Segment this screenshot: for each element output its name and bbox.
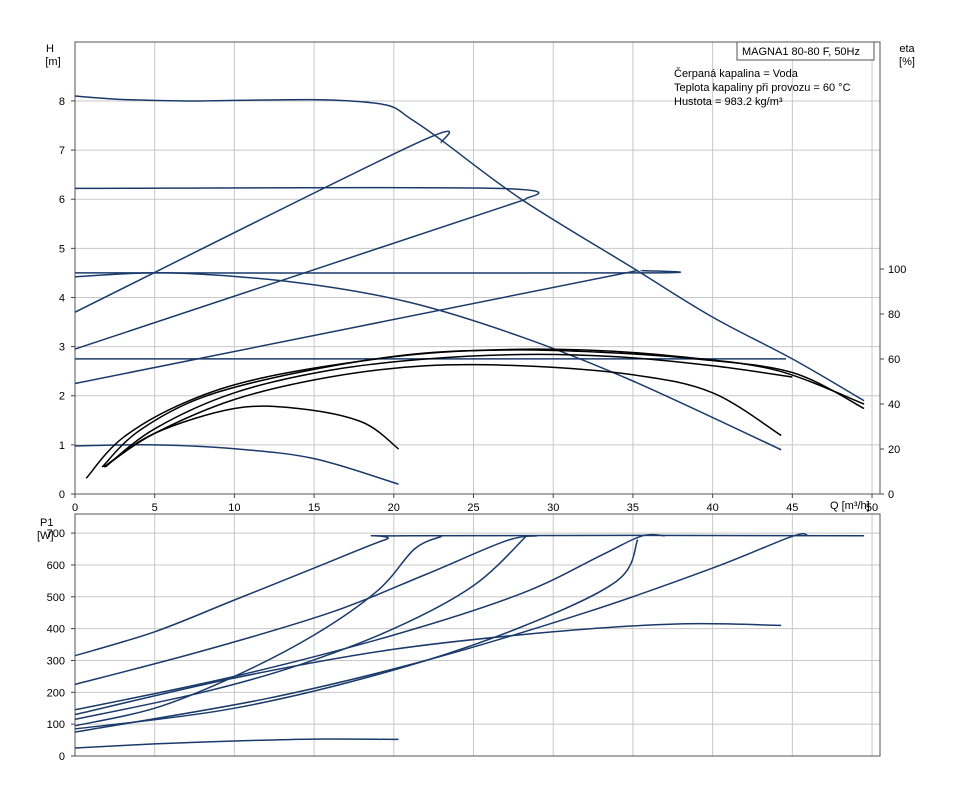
head-tick-label: 6 <box>59 194 65 206</box>
power-curve <box>74 535 527 721</box>
flow-axis-label: Q [m³/h] <box>830 500 870 512</box>
fluid-info: Čerpaná kapalina = Voda <box>674 67 799 80</box>
head-tick-label: 4 <box>59 292 65 304</box>
power-chart-grid <box>75 514 880 756</box>
efficiency-tick-label: 40 <box>888 399 900 411</box>
x-tick-label: 10 <box>228 502 240 514</box>
head-chart-frame <box>74 41 881 495</box>
efficiency-curve <box>85 348 865 479</box>
x-tick-label: 30 <box>547 502 559 514</box>
head-curve <box>74 186 540 200</box>
x-tick-label: 20 <box>388 502 400 514</box>
efficiency-tick-label: 60 <box>888 354 900 366</box>
power-curves <box>74 533 865 749</box>
power-curve <box>74 534 538 686</box>
power-tick-label: 300 <box>47 655 65 667</box>
power-tick-label: 700 <box>47 528 65 540</box>
power-curve <box>74 533 665 711</box>
power-curve <box>74 533 809 733</box>
x-tick-label: 35 <box>627 502 639 514</box>
efficiency-axis-unit: [%] <box>899 56 915 68</box>
power-tick-label: 400 <box>47 624 65 636</box>
power-chart-frame <box>74 513 881 757</box>
power-tick-label: 100 <box>47 719 65 731</box>
x-tick-label: 50 <box>866 502 878 514</box>
power-curve <box>74 535 442 727</box>
head-curve <box>74 269 638 385</box>
x-tick-label: 15 <box>308 502 320 514</box>
head-tick-label: 3 <box>59 342 65 354</box>
power-tick-label: 200 <box>47 687 65 699</box>
pump-model-title: MAGNA1 80-80 F, 50Hz <box>742 46 860 58</box>
power-tick-label: 500 <box>47 592 65 604</box>
axis-ticks: 0 5 10 15 20 25 30 35 40 45 5001234567802040608010… <box>47 96 907 763</box>
power-axis-label: P1 <box>40 517 53 529</box>
head-curve <box>74 444 399 485</box>
power-tick-label: 0 <box>59 751 65 763</box>
head-tick-label: 8 <box>59 96 65 108</box>
efficiency-tick-label: 20 <box>888 444 900 456</box>
efficiency-curve <box>101 349 865 468</box>
x-tick-label: 40 <box>706 502 718 514</box>
pump-model-box <box>736 41 875 61</box>
head-tick-label: 0 <box>59 489 65 501</box>
head-axis-label: H <box>46 43 54 55</box>
efficiency-tick-label: 80 <box>888 309 900 321</box>
head-chart-grid <box>75 42 880 494</box>
power-axis-unit: [W] <box>37 530 54 542</box>
power-tick-label: 600 <box>47 560 65 572</box>
efficiency-tick-label: 0 <box>888 489 894 501</box>
power-curve <box>74 738 399 749</box>
head-tick-label: 7 <box>59 145 65 157</box>
x-tick-label: 45 <box>786 502 798 514</box>
efficiency-curve <box>103 405 400 468</box>
head-curve <box>74 130 451 313</box>
head-tick-label: 5 <box>59 243 65 255</box>
x-tick-label: 0 <box>72 502 78 514</box>
power-curve <box>74 534 865 657</box>
x-tick-label: 25 <box>467 502 479 514</box>
head-axis-unit: [m] <box>45 56 60 68</box>
head-tick-label: 2 <box>59 391 65 403</box>
efficiency-curves <box>85 348 865 479</box>
density-info: Hustota = 983.2 kg/m³ <box>674 96 783 108</box>
x-tick-label: 5 <box>152 502 158 514</box>
efficiency-axis-label: eta <box>899 43 915 55</box>
efficiency-curve <box>104 353 793 468</box>
power-curve <box>74 622 782 716</box>
temperature-info: Teplota kapaliny při provozu = 60 °C <box>674 82 851 94</box>
head-tick-label: 1 <box>59 440 65 452</box>
efficiency-tick-label: 100 <box>888 264 906 276</box>
head-curve <box>74 198 527 350</box>
head-curve <box>74 95 865 402</box>
head-curve <box>74 272 782 451</box>
head-curves <box>74 95 865 485</box>
efficiency-curve <box>109 363 782 464</box>
